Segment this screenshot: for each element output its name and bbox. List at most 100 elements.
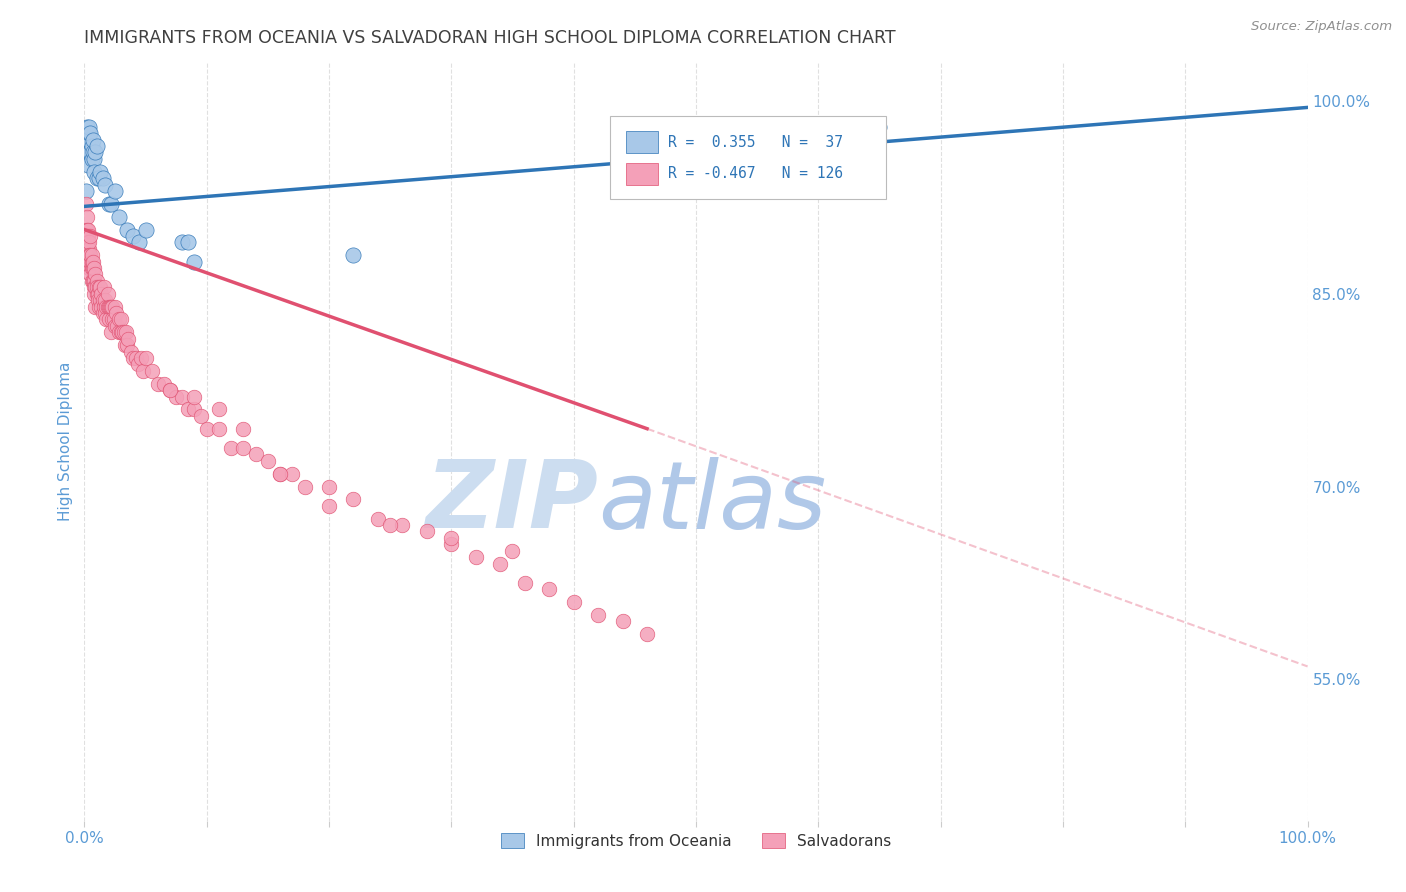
Point bbox=[104, 300, 127, 314]
Text: R = -0.467   N = 126: R = -0.467 N = 126 bbox=[668, 167, 842, 181]
Point bbox=[97, 300, 120, 314]
Text: Source: ZipAtlas.com: Source: ZipAtlas.com bbox=[1251, 20, 1392, 33]
Point bbox=[82, 274, 104, 288]
Point bbox=[77, 120, 100, 134]
Point bbox=[115, 222, 138, 236]
Point bbox=[135, 351, 157, 365]
Point bbox=[172, 390, 194, 404]
Point bbox=[77, 132, 100, 146]
Point bbox=[464, 550, 486, 565]
Point bbox=[132, 364, 155, 378]
Point bbox=[101, 300, 124, 314]
Text: ZIP: ZIP bbox=[425, 456, 598, 549]
Point bbox=[79, 145, 101, 160]
Point bbox=[269, 467, 291, 481]
Point bbox=[80, 152, 103, 166]
Point bbox=[77, 228, 100, 243]
Point bbox=[269, 467, 291, 481]
Point bbox=[79, 228, 101, 243]
Point bbox=[94, 293, 117, 308]
Point bbox=[96, 312, 118, 326]
Point bbox=[83, 274, 105, 288]
Point bbox=[146, 376, 169, 391]
Point bbox=[86, 139, 108, 153]
Point bbox=[79, 126, 101, 140]
Point bbox=[103, 312, 125, 326]
Point bbox=[111, 326, 134, 340]
Point bbox=[281, 467, 304, 481]
Point bbox=[82, 132, 104, 146]
Point bbox=[79, 254, 101, 268]
Point bbox=[83, 280, 105, 294]
Point bbox=[93, 300, 115, 314]
Point bbox=[110, 312, 132, 326]
Point bbox=[87, 300, 110, 314]
Point bbox=[190, 409, 212, 423]
Point bbox=[416, 524, 439, 539]
Point bbox=[79, 268, 101, 282]
Point bbox=[84, 280, 107, 294]
Point bbox=[82, 261, 104, 276]
Point bbox=[513, 575, 536, 590]
Point bbox=[183, 402, 205, 417]
Point bbox=[318, 479, 340, 493]
Legend: Immigrants from Oceania, Salvadorans: Immigrants from Oceania, Salvadorans bbox=[495, 827, 897, 855]
Point bbox=[75, 184, 97, 198]
Point bbox=[100, 300, 122, 314]
Point bbox=[107, 210, 129, 224]
Point bbox=[232, 422, 254, 436]
Point bbox=[80, 139, 103, 153]
Text: R =  0.355   N =  37: R = 0.355 N = 37 bbox=[668, 135, 842, 150]
Point bbox=[80, 254, 103, 268]
Point bbox=[159, 383, 181, 397]
Point bbox=[294, 479, 316, 493]
Point bbox=[105, 318, 128, 333]
Point bbox=[75, 222, 97, 236]
Point bbox=[75, 196, 97, 211]
Point bbox=[342, 248, 364, 262]
Point bbox=[318, 499, 340, 513]
Y-axis label: High School Diploma: High School Diploma bbox=[58, 362, 73, 521]
Point bbox=[112, 326, 135, 340]
Point bbox=[117, 332, 139, 346]
Point bbox=[177, 402, 200, 417]
Point bbox=[89, 280, 111, 294]
Point bbox=[82, 254, 104, 268]
Point bbox=[440, 537, 463, 551]
Point bbox=[391, 518, 413, 533]
Point bbox=[84, 300, 107, 314]
Point bbox=[79, 248, 101, 262]
Point bbox=[77, 222, 100, 236]
Bar bbox=[626, 163, 658, 185]
Point bbox=[440, 531, 463, 545]
Point bbox=[89, 293, 111, 308]
Point bbox=[100, 196, 122, 211]
Point bbox=[76, 120, 98, 134]
Bar bbox=[626, 131, 658, 153]
Point bbox=[101, 312, 124, 326]
Point bbox=[114, 338, 136, 352]
Point bbox=[129, 351, 152, 365]
Point bbox=[83, 152, 105, 166]
Point bbox=[153, 376, 176, 391]
Point bbox=[869, 120, 891, 134]
Point bbox=[104, 184, 127, 198]
Point bbox=[97, 300, 120, 314]
Point bbox=[77, 242, 100, 256]
Point bbox=[100, 326, 122, 340]
Point bbox=[96, 300, 118, 314]
Point bbox=[97, 286, 120, 301]
Point bbox=[135, 222, 157, 236]
Point bbox=[80, 261, 103, 276]
Point bbox=[76, 228, 98, 243]
Point bbox=[245, 447, 267, 461]
Point bbox=[77, 145, 100, 160]
Point bbox=[636, 184, 658, 198]
Point bbox=[91, 171, 114, 186]
Point bbox=[93, 280, 115, 294]
Point bbox=[105, 306, 128, 320]
Point bbox=[586, 607, 609, 622]
Point bbox=[87, 280, 110, 294]
Point bbox=[76, 210, 98, 224]
Point bbox=[562, 595, 585, 609]
